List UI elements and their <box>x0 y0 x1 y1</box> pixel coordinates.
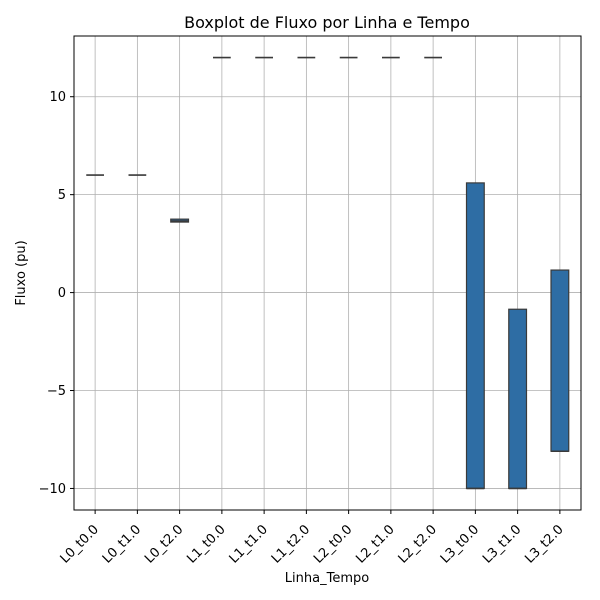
x-tick-label: L1_t0.0 <box>184 522 228 566</box>
box <box>465 182 485 490</box>
y-tick-label: 5 <box>58 188 66 203</box>
y-tick-label: −10 <box>39 482 66 497</box>
x-tick-label: L0_t1.0 <box>100 522 144 566</box>
y-axis: −10 −5 0 5 10 <box>39 90 74 497</box>
y-tick-label: 10 <box>49 90 66 105</box>
x-tick-label: L0_t0.0 <box>58 522 102 566</box>
y-axis-label: Fluxo (pu) <box>14 240 29 305</box>
x-tick-label: L1_t1.0 <box>227 522 271 566</box>
x-tick-label: L0_t2.0 <box>142 522 186 566</box>
x-tick-label: L2_t2.0 <box>396 522 440 566</box>
x-tick-label: L3_t0.0 <box>438 522 482 566</box>
x-tick-label: L2_t1.0 <box>353 522 397 566</box>
y-tick-label: −5 <box>47 384 66 399</box>
x-tick-label: L3_t2.0 <box>522 522 566 566</box>
x-tick-label: L1_t2.0 <box>269 522 313 566</box>
boxes <box>86 56 570 490</box>
box <box>508 308 528 490</box>
x-axis: L0_t0.0L0_t1.0L0_t2.0L1_t0.0L1_t1.0L1_t2… <box>58 510 567 567</box>
x-tick-label: L2_t0.0 <box>311 522 355 566</box>
plot-frame <box>73 35 582 511</box>
x-tick-label: L3_t1.0 <box>480 522 524 566</box>
y-tick-label: 0 <box>58 286 66 301</box>
grid <box>74 36 581 510</box>
chart-title: Boxplot de Fluxo por Linha e Tempo <box>184 13 470 32</box>
box <box>550 269 570 452</box>
x-axis-label: Linha_Tempo <box>285 571 369 586</box>
